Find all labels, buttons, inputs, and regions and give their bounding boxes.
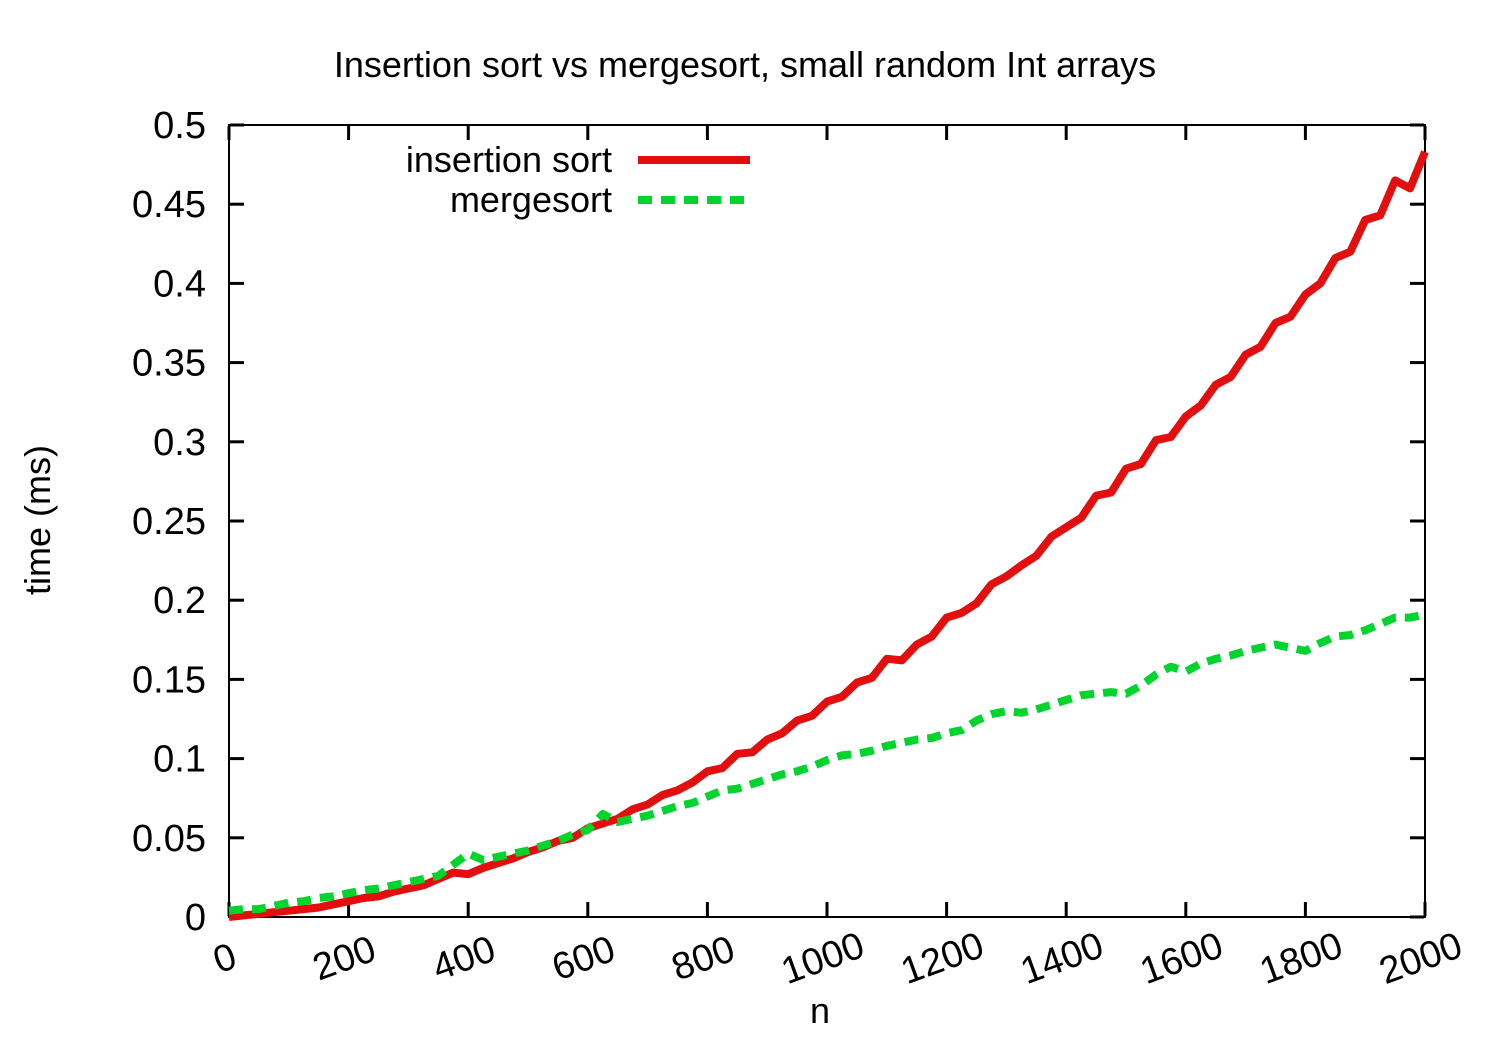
x-tick-label: 800 bbox=[666, 928, 740, 989]
x-tick-label: 2000 bbox=[1374, 925, 1468, 993]
legend-line-sample-dashed bbox=[638, 196, 750, 204]
series-line-insertion-sort bbox=[228, 150, 1429, 921]
y-tick-label: 0.3 bbox=[153, 422, 206, 464]
y-tick-label: 0.5 bbox=[153, 105, 206, 147]
x-tick-label: 1200 bbox=[896, 925, 990, 993]
x-tick-label: 0 bbox=[208, 935, 242, 982]
y-tick-label: 0.2 bbox=[153, 580, 206, 622]
legend: insertion sort mergesort bbox=[240, 139, 750, 220]
x-tick-label: 1800 bbox=[1254, 925, 1348, 993]
y-tick-label: 0.15 bbox=[132, 659, 206, 701]
x-tick-label: 1400 bbox=[1015, 925, 1109, 993]
y-tick-label: 0.05 bbox=[132, 818, 206, 860]
y-tick-label: 0.4 bbox=[153, 263, 206, 305]
y-tick-label: 0 bbox=[185, 897, 206, 939]
y-tick-label: 0.25 bbox=[132, 501, 206, 543]
x-tick-label: 1600 bbox=[1135, 925, 1229, 993]
y-tick-label: 0.35 bbox=[132, 343, 206, 385]
plot-border bbox=[228, 124, 1426, 918]
legend-label-insertion-sort: insertion sort bbox=[405, 139, 612, 180]
legend-line-sample-solid bbox=[638, 156, 750, 164]
y-tick-label: 0.1 bbox=[153, 739, 206, 781]
legend-label-mergesort: mergesort bbox=[449, 179, 612, 220]
x-tick-label: 400 bbox=[427, 928, 501, 989]
legend-item-insertion-sort: insertion sort bbox=[240, 139, 750, 180]
x-tick-label: 600 bbox=[547, 928, 621, 989]
x-tick-label: 1000 bbox=[776, 925, 870, 993]
x-axis-label: n bbox=[809, 990, 831, 1031]
chart-title: Insertion sort vs mergesort, small rando… bbox=[333, 44, 1157, 85]
series-line-mergesort bbox=[228, 610, 1426, 915]
x-tick-label: 200 bbox=[308, 928, 382, 989]
y-tick-label: 0.45 bbox=[132, 184, 206, 226]
legend-item-mergesort: mergesort bbox=[240, 179, 750, 220]
